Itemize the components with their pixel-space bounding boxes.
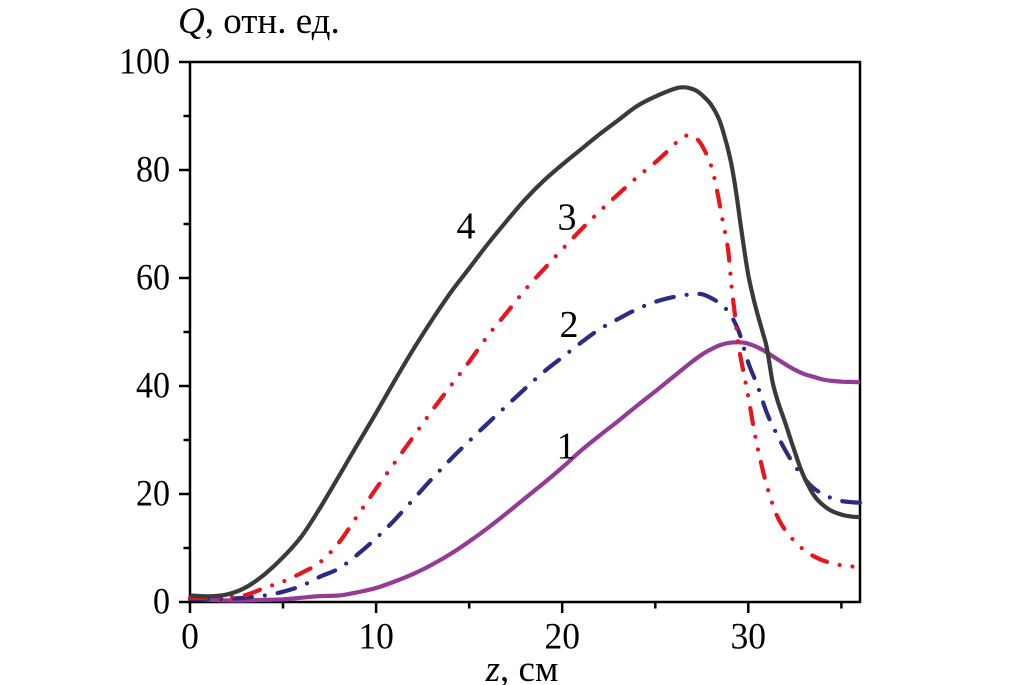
svg-text:z, см: z, см [485,649,559,685]
svg-text:2: 2 [560,304,579,346]
svg-text:30: 30 [731,616,767,657]
svg-text:0: 0 [181,616,199,657]
svg-text:20: 20 [136,472,170,514]
svg-text:1: 1 [557,426,576,468]
svg-text:80: 80 [136,148,170,190]
svg-text:100: 100 [119,40,170,82]
svg-text:60: 60 [136,256,170,298]
svg-text:3: 3 [558,197,577,239]
svg-text:40: 40 [136,364,170,406]
svg-text:0: 0 [153,580,170,622]
svg-text:20: 20 [544,616,580,657]
svg-text:10: 10 [358,616,394,657]
svg-text:4: 4 [457,206,476,248]
svg-text:Q, отн. ед.: Q, отн. ед. [178,1,340,42]
